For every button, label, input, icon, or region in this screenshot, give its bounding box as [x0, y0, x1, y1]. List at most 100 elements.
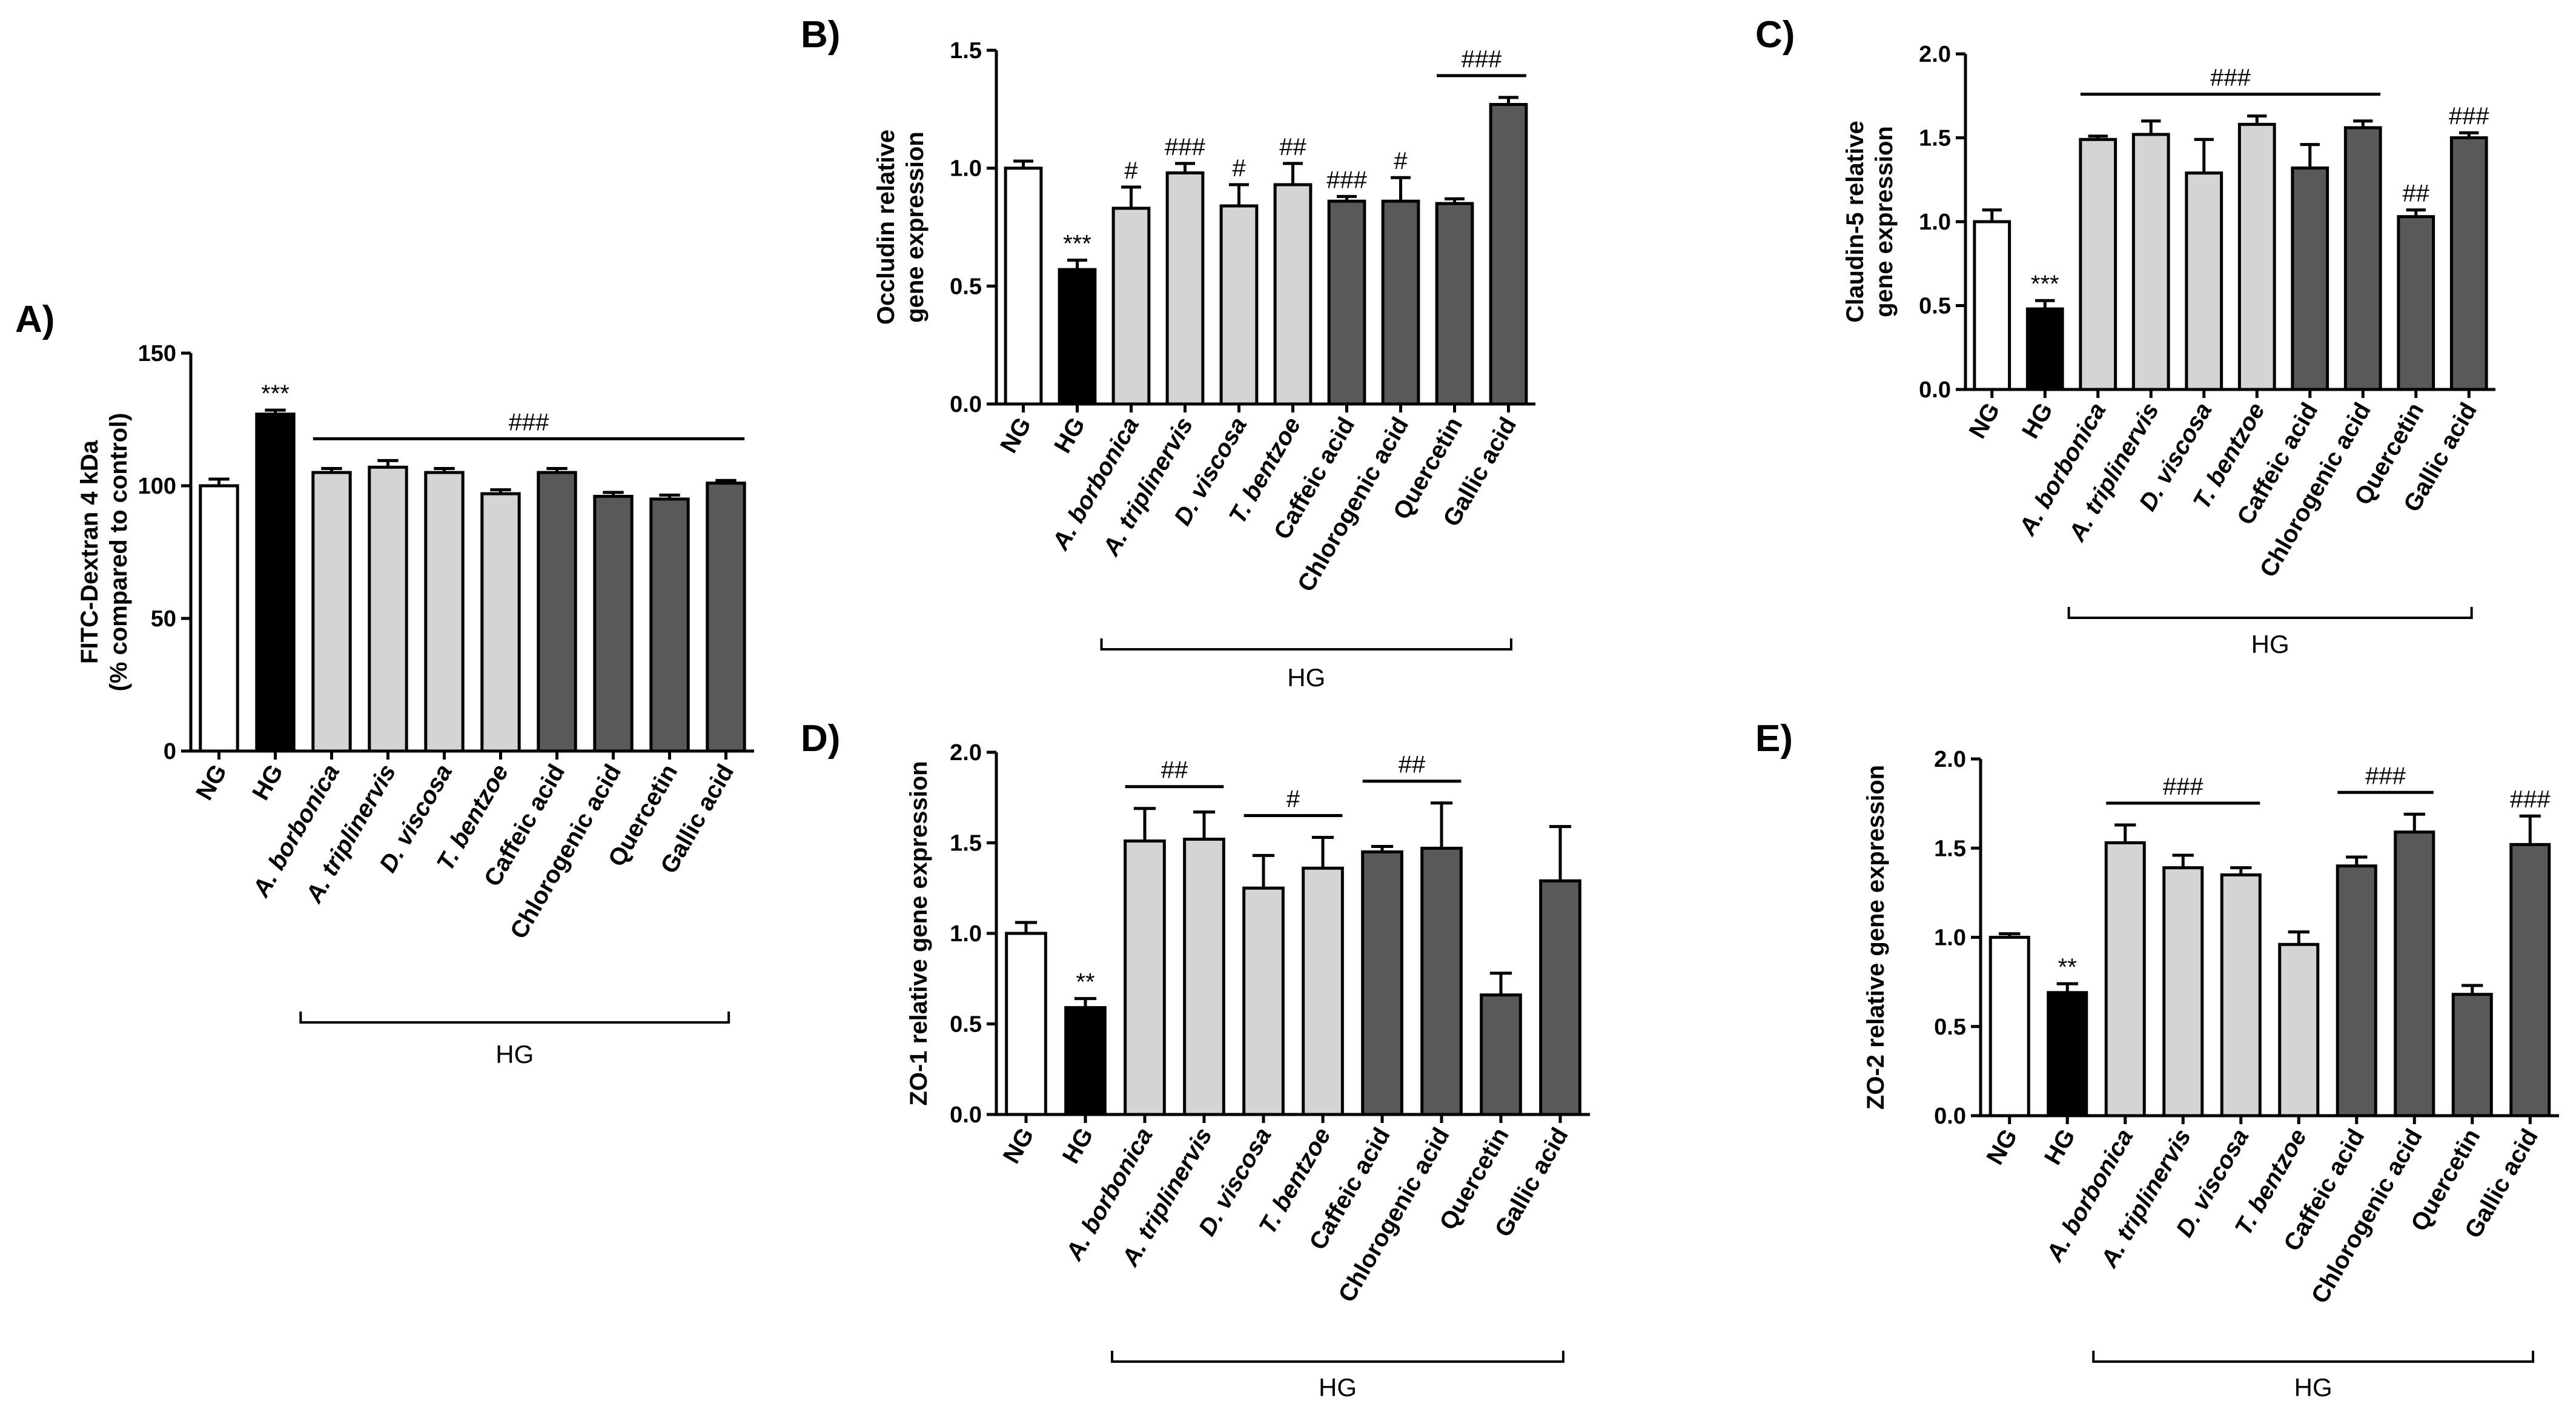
y-tick-label: 0.0: [1934, 1104, 1966, 1129]
significance-mark: ###: [2365, 763, 2406, 789]
bar-ng: [1973, 220, 2011, 391]
bar-t-bentzoe: [1273, 183, 1313, 406]
bar-gallic-acid: [1539, 879, 1581, 1116]
x-category-label: HG: [2017, 399, 2058, 443]
bar-caffeic-acid: [2291, 166, 2329, 391]
bar-a-triplinervis: [368, 465, 408, 753]
bar-t-bentzoe: [1302, 866, 1344, 1116]
significance-mark: ##: [1399, 752, 1426, 778]
y-axis-label: Occludin relative: [873, 130, 899, 325]
group-label: HG: [1287, 663, 1325, 692]
y-tick-label: 1.5: [1934, 836, 1966, 861]
significance-mark: ***: [1063, 231, 1091, 257]
bar-a-triplinervis: [1183, 838, 1225, 1116]
bar-quercetin: [649, 497, 690, 753]
bar-quercetin: [2397, 215, 2435, 391]
bar-chlorogenic-acid: [1420, 846, 1463, 1116]
chart-panel-e: E) ZO-2 relative gene expression 0.0 0.5 1.0…: [1755, 718, 2559, 1402]
bar-a-borbonica: [2079, 137, 2117, 391]
group-bracket: [299, 1012, 730, 1024]
panel-label: C): [1755, 14, 1795, 56]
bar-chlorogenic-acid: [1381, 199, 1420, 406]
significance-mark: ###: [2449, 103, 2489, 130]
bar-quercetin: [2451, 993, 2493, 1118]
y-tick-label: 0.0: [950, 1102, 982, 1128]
y-axis-label: ZO-1 relative gene expression: [906, 761, 932, 1105]
chart-panel-b: B) Occludin relative gene expression 0.0 0.5…: [801, 14, 1535, 692]
y-axis-label: FITC-Dextran 4 kDa: [76, 440, 103, 664]
group-label: HG: [1319, 1373, 1357, 1402]
y-tick-label: 2.0: [950, 740, 982, 766]
bar-a-borbonica: [311, 471, 352, 753]
significance-mark: ***: [2031, 271, 2059, 297]
y-tick-label: 1.0: [950, 921, 982, 947]
significance-mark: ###: [1165, 134, 1205, 161]
bar-chlorogenic-acid: [593, 495, 634, 753]
significance-mark: ##: [2403, 180, 2430, 207]
panel-label: E): [1755, 718, 1793, 760]
y-tick-label: 0.5: [1934, 1015, 1966, 1040]
panel-label: D): [801, 718, 840, 760]
bar-ng: [1988, 936, 2030, 1118]
bar-gallic-acid: [2449, 136, 2488, 391]
bar-d-viscosa: [2220, 873, 2262, 1118]
group-bracket: [2092, 1351, 2535, 1363]
x-category-label: NG: [998, 1124, 1039, 1168]
significance-mark: ***: [261, 380, 290, 407]
y-tick-label: 1.5: [950, 831, 982, 856]
x-category-label: NG: [1964, 399, 2005, 443]
y-tick-label: 0: [164, 739, 176, 764]
bar-quercetin: [1480, 993, 1522, 1116]
bar-chlorogenic-acid: [2343, 126, 2382, 391]
bar-hg: [255, 412, 296, 753]
bar-gallic-acid: [1489, 103, 1528, 406]
bar-a-borbonica: [1111, 207, 1151, 406]
significance-mark: **: [1076, 969, 1094, 996]
y-tick-label: 0.5: [950, 1012, 982, 1038]
significance-mark: ###: [2163, 773, 2204, 800]
y-tick-label: 2.0: [1919, 42, 1951, 67]
significance-mark: ###: [509, 409, 549, 435]
y-tick-label: 0.5: [950, 274, 982, 299]
significance-mark: ###: [2510, 786, 2551, 813]
y-axis-label: (% compared to control): [105, 412, 132, 691]
bar-gallic-acid: [706, 482, 746, 753]
y-tick-label: 50: [151, 606, 176, 632]
bar-ng: [1005, 932, 1047, 1116]
bar-a-triplinervis: [1165, 171, 1205, 406]
significance-mark: **: [2058, 954, 2077, 981]
bar-chlorogenic-acid: [2394, 830, 2435, 1118]
significance-mark: ###: [1326, 167, 1367, 193]
chart-panel-c: C) Claudin-5 relative gene expression 0.0 0.…: [1755, 14, 2495, 658]
bar-caffeic-acid: [537, 471, 577, 753]
y-tick-label: 2.0: [1934, 747, 1966, 772]
significance-mark: ###: [1462, 46, 1502, 73]
bar-a-triplinervis: [2131, 133, 2170, 391]
bar-hg: [1064, 1006, 1107, 1116]
bar-d-viscosa: [2185, 171, 2223, 391]
bar-caffeic-acid: [1361, 850, 1403, 1116]
bar-a-triplinervis: [2162, 866, 2204, 1118]
bar-gallic-acid: [2509, 843, 2551, 1118]
x-category-label: Chlorogenic acid: [1333, 1124, 1454, 1307]
y-tick-label: 150: [138, 341, 176, 366]
bar-caffeic-acid: [1327, 199, 1366, 406]
group-label: HG: [495, 1040, 534, 1068]
bar-caffeic-acid: [2336, 864, 2377, 1118]
panel-label: A): [15, 299, 55, 340]
bar-a-borbonica: [1124, 839, 1166, 1116]
bar-hg: [2047, 991, 2088, 1118]
bar-d-viscosa: [424, 471, 465, 753]
bar-d-viscosa: [1219, 204, 1259, 406]
y-tick-label: 1.5: [950, 38, 982, 64]
x-category-label: NG: [1981, 1125, 2022, 1170]
bar-ng: [1004, 167, 1043, 406]
group-label: HG: [2251, 630, 2290, 658]
y-axis-label: ZO-2 relative gene expression: [1862, 765, 1889, 1110]
group-bracket: [1111, 1351, 1564, 1363]
bar-t-bentzoe: [480, 492, 521, 753]
y-tick-label: 0.0: [1919, 377, 1951, 403]
bar-t-bentzoe: [2278, 942, 2320, 1118]
y-tick-label: 1.0: [1919, 210, 1951, 235]
y-tick-label: 1.0: [950, 156, 982, 182]
